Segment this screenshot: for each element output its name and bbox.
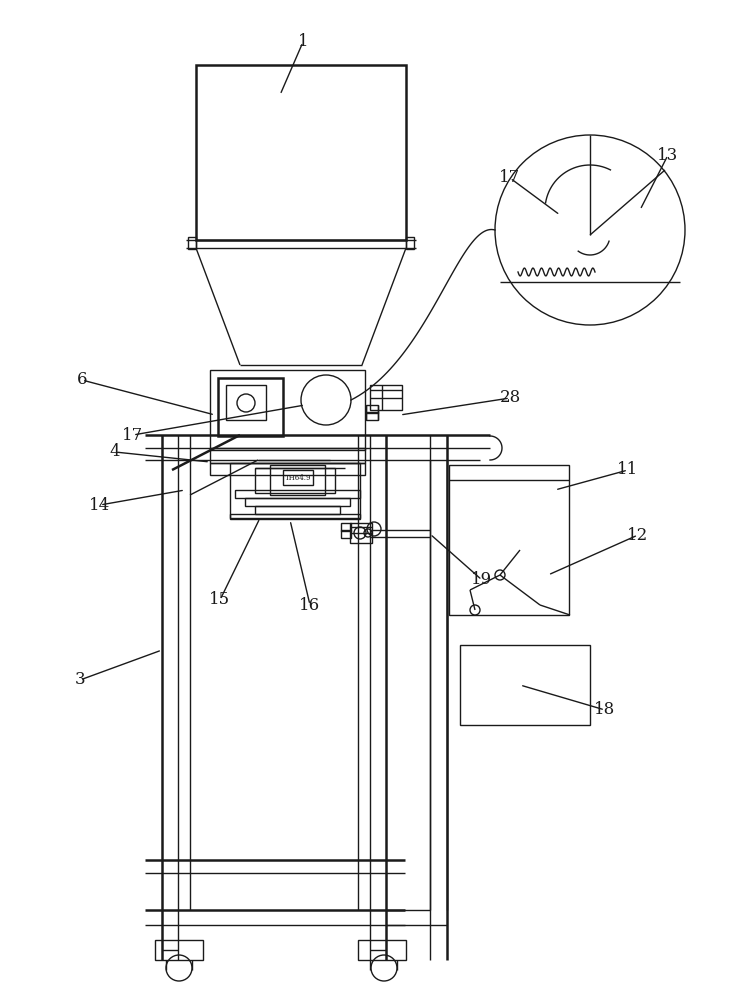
Bar [210, 370, 365, 450]
Text: 28: 28 [499, 389, 520, 406]
Text: 3: 3 [75, 672, 85, 688]
Bar [210, 448, 365, 463]
Bar [235, 490, 360, 498]
Bar [210, 463, 365, 475]
Bar [283, 470, 313, 485]
Bar [155, 940, 203, 960]
Bar [460, 645, 590, 725]
Text: 14: 14 [90, 496, 111, 514]
Bar [370, 385, 402, 410]
Text: 11: 11 [617, 462, 639, 479]
Bar [350, 523, 372, 543]
Text: 4: 4 [110, 444, 121, 460]
Bar [226, 385, 266, 420]
Bar [245, 498, 350, 506]
Text: 19: 19 [471, 572, 492, 588]
Bar [255, 468, 335, 493]
Bar [230, 463, 360, 518]
Text: 6: 6 [76, 371, 87, 388]
Bar [366, 412, 378, 420]
Text: 17: 17 [122, 426, 143, 444]
Bar [218, 378, 283, 436]
Bar [341, 530, 351, 538]
Bar [230, 514, 360, 519]
Bar [188, 237, 196, 249]
Bar [255, 506, 340, 514]
Text: 12: 12 [628, 526, 648, 544]
Bar [406, 237, 414, 249]
Text: 13: 13 [657, 146, 678, 163]
Bar [358, 940, 406, 960]
Bar [366, 405, 378, 413]
Text: TH64.9: TH64.9 [284, 474, 311, 482]
Bar [196, 65, 406, 240]
Bar [341, 523, 351, 531]
Text: 16: 16 [299, 596, 320, 613]
Bar [449, 465, 569, 615]
Text: 17: 17 [499, 169, 520, 186]
Text: 18: 18 [595, 702, 616, 718]
Text: 15: 15 [209, 591, 231, 608]
Text: 1: 1 [298, 33, 308, 50]
Bar [270, 465, 325, 495]
